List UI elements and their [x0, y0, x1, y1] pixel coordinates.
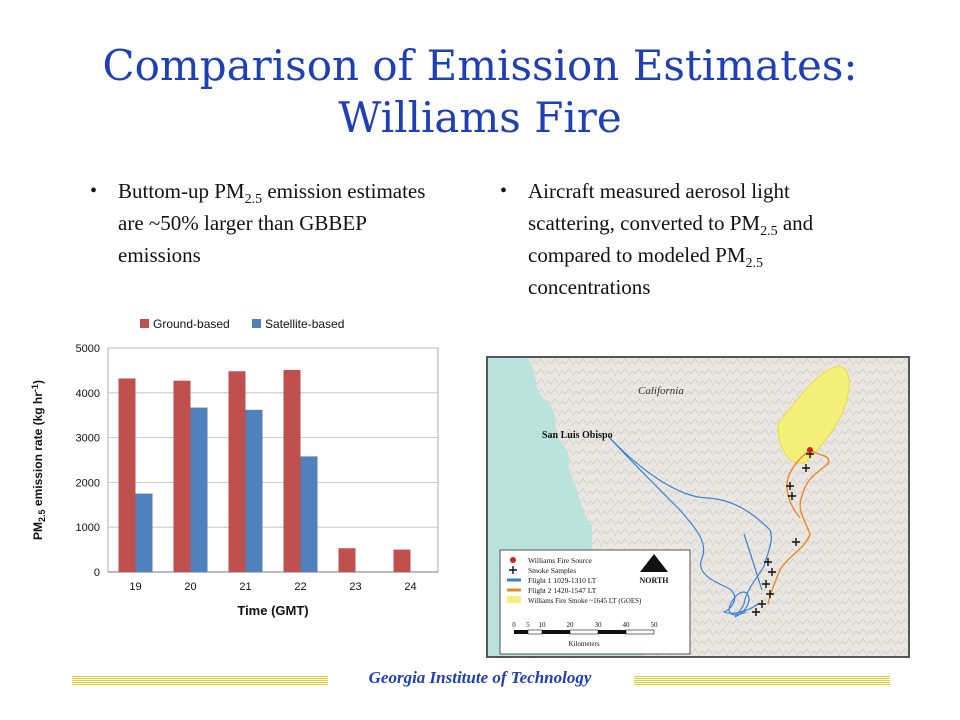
- chart-grid: [107, 347, 439, 573]
- y-tick-label: 0: [94, 567, 100, 579]
- bar-ground-based-19: [118, 378, 136, 572]
- left-bullet-pre: Buttom-up PM: [118, 179, 245, 203]
- scale-tick: 40: [623, 621, 631, 629]
- scale-tick: 20: [567, 621, 575, 629]
- smoke-plume: [777, 365, 850, 464]
- north-label: NORTH: [639, 576, 669, 585]
- footer: Georgia Institute of Technology: [0, 668, 960, 692]
- left-bullet: • Buttom-up PM2.5 emission estimates are…: [90, 175, 450, 271]
- right-bullet-part3: concentrations: [528, 275, 651, 299]
- chart-y-ticks: 0 1000 2000 3000 4000 5000: [76, 343, 100, 579]
- bullet-glyph: •: [90, 180, 98, 202]
- city-label: San Luis Obispo: [542, 430, 613, 441]
- smoke-sample-markers: [752, 450, 814, 616]
- left-bullet-sub: 2.5: [244, 192, 263, 208]
- bar-satellite-based-22: [300, 456, 318, 572]
- right-bullet-part1: Aircraft measured aerosol light scatteri…: [528, 179, 790, 235]
- bar-ground-based-22: [283, 369, 301, 572]
- left-bullet-post: emission estimates are ~50% larger than …: [118, 179, 426, 267]
- chart-svg: 0 1000 2000 3000 4000 5000 19 20 21 22 23 24 Groun…: [30, 317, 439, 618]
- north-arrow-icon: [640, 554, 668, 572]
- bar-satellite-based-19: [135, 493, 153, 572]
- x-tick-label: 19: [129, 581, 141, 593]
- map-svg: California San Luis Obispo Williams Fire…: [488, 358, 908, 656]
- left-bullet-text: Buttom-up PM2.5 emission estimates are ~…: [90, 175, 450, 271]
- y-tick-label: 3000: [76, 433, 100, 445]
- y-tick-label: 4000: [76, 388, 100, 400]
- right-bullet-text: Aircraft measured aerosol light scatteri…: [500, 175, 880, 303]
- flight-1-track: [607, 435, 772, 618]
- legend-swatch: [140, 319, 149, 328]
- bar-ground-based-23: [338, 548, 356, 572]
- y-tick-label: 5000: [76, 343, 100, 355]
- flight-map: California San Luis Obispo Williams Fire…: [486, 356, 910, 658]
- plot-area-border: [107, 347, 439, 573]
- bar-ground-based-21: [228, 371, 246, 572]
- x-tick-label: 24: [404, 581, 416, 593]
- chart-x-ticks: 19 20 21 22 23 24: [129, 581, 416, 593]
- bar-ground-based-24: [393, 549, 411, 572]
- chart-legend: Ground-based Satellite-based: [140, 317, 344, 331]
- legend-fire-source: Williams Fire Source: [528, 556, 593, 565]
- williams-fire-source: [807, 447, 813, 453]
- scale-tick: 5: [526, 621, 530, 629]
- map-legend: Williams Fire Source Smoke Samples Fligh…: [499, 549, 691, 655]
- bullet-glyph: •: [500, 180, 508, 202]
- title-line-1: Comparison of Emission Estimates:: [102, 41, 858, 90]
- legend-smoke-samples: Smoke Samples: [528, 566, 576, 575]
- x-tick-label: 23: [349, 581, 361, 593]
- chart-y-label: PM2.5 emission rate (kg hr-1): [30, 380, 47, 540]
- legend-flight-1: Flight 1 1029-1310 LT: [528, 576, 597, 585]
- chart-bars: [118, 369, 411, 572]
- right-bullet-sub1: 2.5: [760, 224, 778, 240]
- scale-tick: 30: [595, 621, 603, 629]
- right-bullet-sub2: 2.5: [745, 256, 764, 272]
- chart-x-label: Time (GMT): [237, 603, 308, 618]
- footer-rule-right: [634, 676, 890, 685]
- right-bullet: • Aircraft measured aerosol light scatte…: [500, 175, 880, 303]
- emission-bar-chart: 0 1000 2000 3000 4000 5000 19 20 21 22 23 24 Groun…: [26, 312, 446, 622]
- flight-2-track: [767, 449, 830, 605]
- y-tick-label: 2000: [76, 477, 100, 489]
- scale-tick: 10: [539, 621, 547, 629]
- right-bullet-part2: and compared to modeled PM: [528, 211, 814, 267]
- slide-title: Comparison of Emission Estimates: Willia…: [0, 40, 960, 144]
- scale-tick: 0: [512, 621, 516, 629]
- legend-flight-2: Flight 2 1420-1547 LT: [528, 586, 597, 595]
- legend-label: Ground-based: [153, 317, 230, 331]
- scale-bar: [514, 629, 655, 635]
- bar-satellite-based-20: [190, 407, 208, 572]
- legend-label: Satellite-based: [265, 317, 344, 331]
- bar-ground-based-20: [173, 380, 191, 572]
- footer-institution: Georgia Institute of Technology: [368, 668, 592, 687]
- x-tick-label: 20: [184, 581, 196, 593]
- x-tick-label: 21: [239, 581, 251, 593]
- state-label: California: [638, 385, 684, 397]
- bar-satellite-based-21: [245, 409, 263, 572]
- legend-swatch: [252, 319, 261, 328]
- legend-smoke: Williams Fire Smoke ~1645 LT (GOES): [528, 597, 642, 605]
- scale-tick: 50: [651, 621, 659, 629]
- title-line-2: Williams Fire: [338, 93, 622, 142]
- y-tick-label: 1000: [76, 522, 100, 534]
- scale-unit: Kilometers: [568, 640, 599, 648]
- footer-rule-left: [72, 676, 328, 685]
- x-tick-label: 22: [294, 581, 306, 593]
